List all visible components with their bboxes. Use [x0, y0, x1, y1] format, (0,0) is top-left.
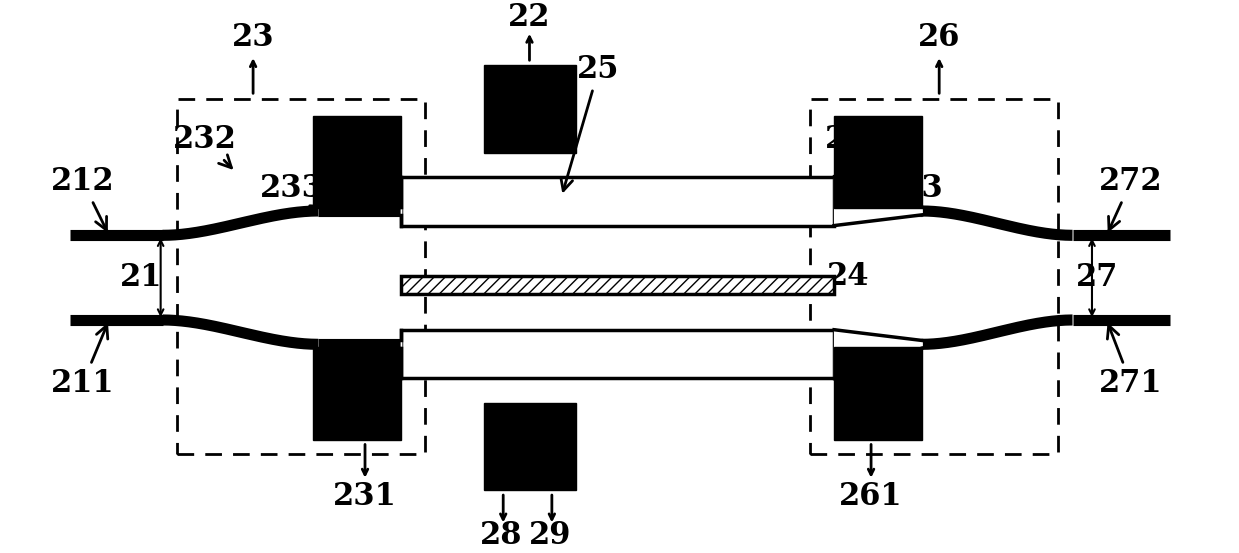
Text: 22: 22: [508, 2, 550, 33]
Text: 232: 232: [172, 124, 237, 168]
Bar: [834, 347, 922, 440]
Text: 23: 23: [232, 22, 274, 53]
Bar: [810, 99, 1058, 454]
Text: 29: 29: [529, 520, 571, 551]
Text: 262: 262: [825, 124, 888, 168]
Text: 261: 261: [839, 481, 903, 512]
Text: 263: 263: [880, 173, 944, 207]
Text: 26: 26: [918, 22, 960, 53]
Text: 27: 27: [1075, 262, 1118, 293]
Bar: [483, 403, 576, 491]
Bar: [401, 177, 834, 226]
Text: 211: 211: [51, 325, 114, 399]
Text: 212: 212: [51, 166, 114, 230]
Text: 24: 24: [828, 260, 870, 291]
Bar: [313, 116, 401, 208]
Text: 21: 21: [120, 262, 162, 293]
Text: 25: 25: [561, 54, 620, 191]
Bar: [401, 330, 834, 378]
Bar: [483, 65, 576, 153]
Text: 233: 233: [260, 173, 325, 207]
Bar: [177, 99, 425, 454]
Bar: [834, 116, 922, 208]
Text: 28: 28: [479, 520, 523, 551]
Text: 231: 231: [333, 481, 396, 512]
Bar: [401, 276, 834, 294]
Text: 272: 272: [1099, 166, 1162, 230]
Text: 271: 271: [1099, 326, 1162, 399]
Bar: [313, 347, 401, 440]
